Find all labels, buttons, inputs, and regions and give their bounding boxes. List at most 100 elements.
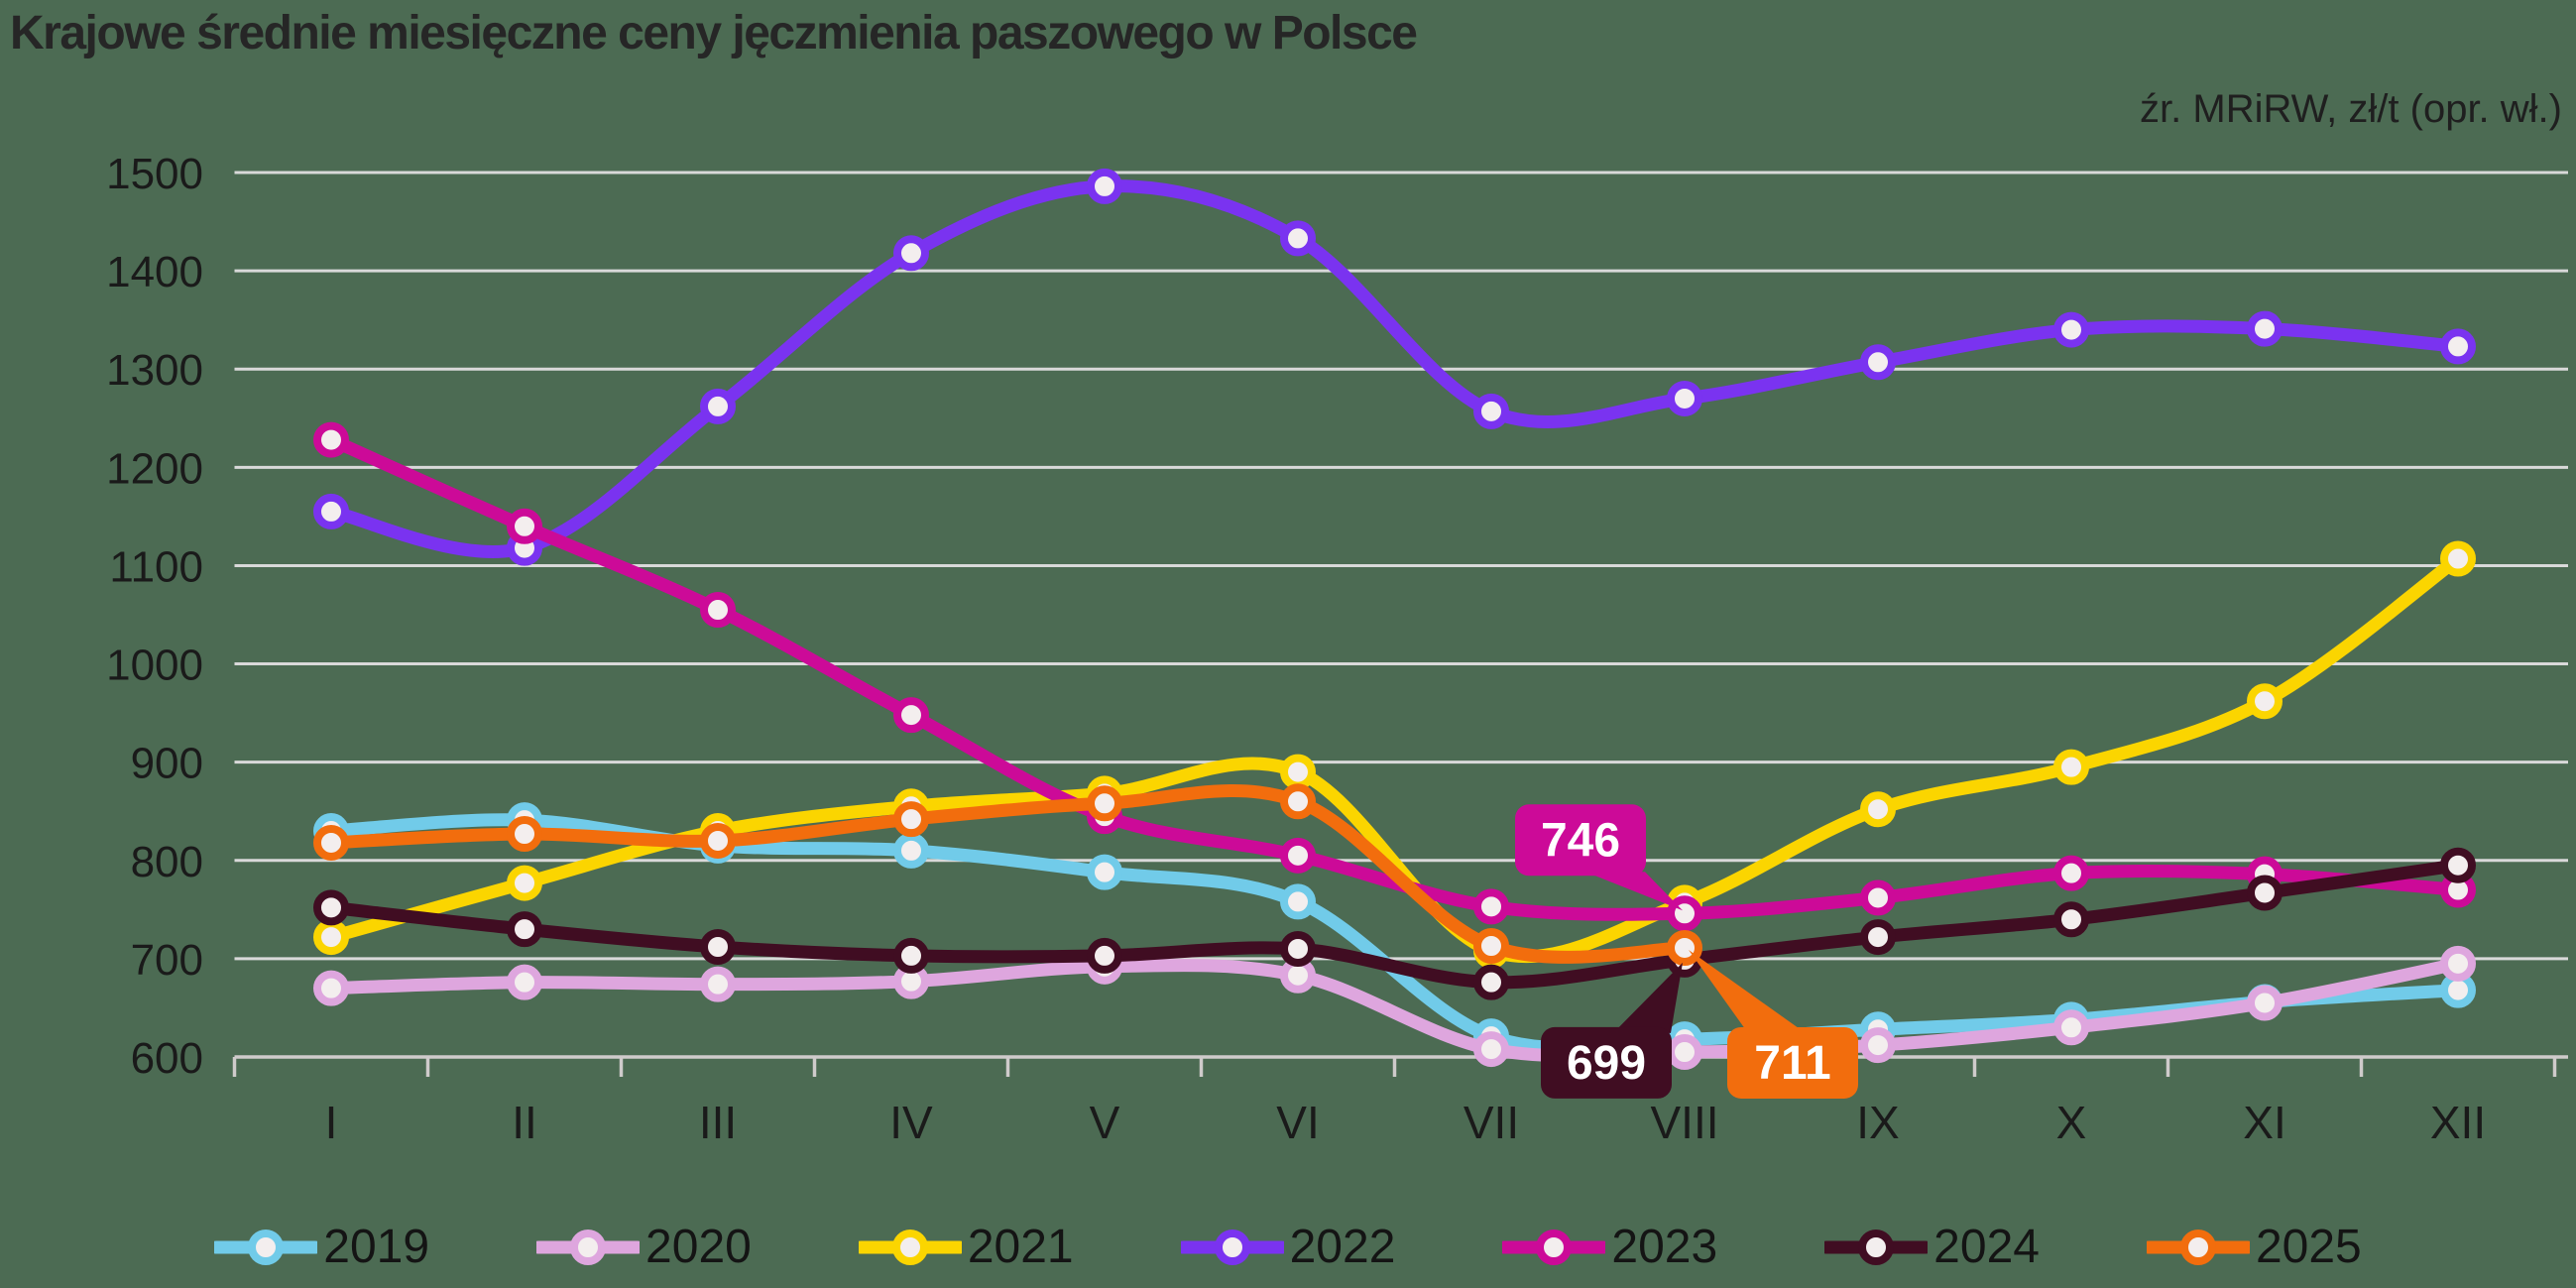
legend-marker [570, 1229, 607, 1265]
y-axis-label: 1200 [106, 444, 203, 493]
data-point-2025 [1280, 783, 1316, 820]
data-point-2020 [1860, 1027, 1896, 1064]
legend-item-2024: 2024 [1824, 1220, 2040, 1274]
data-point-2025 [700, 822, 736, 859]
data-point-2025 [1473, 928, 1509, 965]
data-point-2019 [893, 832, 929, 869]
data-point-2022 [313, 493, 349, 529]
legend-item-2023: 2023 [1502, 1220, 1717, 1274]
chart-title: Krajowe średnie miesięczne ceny jęczmien… [10, 7, 1418, 59]
legend-label: 2019 [323, 1221, 430, 1273]
callout-699: 699 [1541, 962, 1683, 1099]
callout-value: 699 [1567, 1037, 1646, 1090]
data-point-2023 [893, 697, 929, 734]
x-axis-label: XI [2243, 1097, 2285, 1148]
data-point-2024 [507, 911, 542, 948]
data-point-2023 [2053, 855, 2089, 891]
legend-item-2025: 2025 [2146, 1220, 2362, 1274]
series-line-2025 [324, 784, 1692, 964]
y-axis-label: 1000 [106, 642, 203, 690]
series-line-2021 [324, 552, 2465, 964]
legend-marker-icon [1824, 1229, 1929, 1265]
data-point-2022 [2053, 311, 2089, 348]
legend-label: 2022 [1289, 1221, 1396, 1273]
data-point-2025 [1087, 785, 1122, 822]
data-point-2023 [313, 421, 349, 458]
data-point-2022 [1667, 380, 1702, 416]
x-axis-label: I [325, 1097, 338, 1148]
legend-label: 2025 [2255, 1221, 2362, 1273]
legend-marker [1214, 1229, 1250, 1265]
data-point-2020 [2440, 945, 2476, 982]
data-point-2025 [313, 824, 349, 861]
data-point-2024 [1280, 930, 1316, 967]
legend-marker [248, 1229, 285, 1265]
data-point-2019 [1280, 883, 1316, 920]
legend-marker [1536, 1229, 1573, 1265]
data-point-2022 [1087, 168, 1122, 204]
data-point-2020 [2247, 985, 2283, 1021]
y-axis-label: 1100 [109, 542, 203, 591]
legend-marker-icon [1502, 1229, 1606, 1265]
legend-marker [1858, 1229, 1895, 1265]
y-axis-label: 900 [131, 740, 203, 788]
data-point-2024 [1087, 937, 1122, 974]
data-point-2022 [2440, 328, 2476, 365]
data-point-2023 [1860, 879, 1896, 916]
data-point-2023 [1473, 888, 1509, 925]
data-point-2020 [313, 970, 349, 1006]
data-point-2024 [1860, 919, 1896, 956]
data-point-2025 [1667, 929, 1702, 966]
x-axis-label: VIII [1650, 1097, 1718, 1148]
y-axis-label: 1300 [106, 346, 203, 395]
x-axis-label: X [2056, 1097, 2087, 1148]
data-point-2021 [2247, 683, 2283, 720]
callout-box [1541, 1026, 1672, 1099]
data-point-2022 [893, 235, 929, 272]
data-point-2023 [507, 508, 542, 544]
callout-746: 746 [1515, 804, 1683, 911]
callout-box [1515, 804, 1646, 877]
data-point-2025 [893, 801, 929, 838]
callout-box [1727, 1026, 1858, 1099]
data-point-2020 [2053, 1009, 2089, 1046]
legend-marker-icon [214, 1229, 318, 1265]
data-point-2020 [700, 966, 736, 1002]
data-point-2024 [2247, 875, 2283, 911]
callout-tail [1585, 872, 1683, 911]
series-line-2024 [324, 859, 2465, 990]
legend-marker-icon [1180, 1229, 1284, 1265]
x-axis-label: II [512, 1097, 537, 1148]
x-axis-label: IV [889, 1097, 933, 1148]
callout-value: 711 [1754, 1037, 1830, 1090]
data-point-2019 [1087, 854, 1122, 890]
legend-marker [891, 1229, 928, 1265]
legend-marker [2179, 1229, 2216, 1265]
data-point-2020 [1473, 1031, 1509, 1068]
data-point-2022 [700, 388, 736, 424]
y-axis-label: 700 [131, 936, 203, 985]
legend-item-2020: 2020 [536, 1220, 752, 1274]
legend: 2019 2020 2021 2022 2023 2024 2025 [0, 1220, 2576, 1274]
data-point-2021 [2053, 749, 2089, 785]
legend-label: 2021 [967, 1221, 1074, 1273]
data-point-2020 [507, 964, 542, 1000]
legend-label: 2023 [1611, 1221, 1718, 1273]
data-point-2024 [893, 937, 929, 974]
data-point-2022 [2247, 310, 2283, 347]
callout-value: 746 [1541, 814, 1620, 867]
y-axis-label: 1500 [106, 150, 203, 198]
data-point-2024 [700, 928, 736, 965]
x-axis-label: VI [1276, 1097, 1319, 1148]
data-point-2024 [1473, 964, 1509, 1000]
y-axis-label: 800 [131, 838, 203, 886]
legend-item-2021: 2021 [858, 1220, 1074, 1274]
y-axis-label: 600 [131, 1034, 203, 1083]
x-axis-label: VII [1464, 1097, 1519, 1148]
data-point-2024 [2440, 847, 2476, 883]
legend-item-2022: 2022 [1180, 1220, 1396, 1274]
data-point-2022 [1280, 220, 1316, 257]
data-point-2022 [1473, 393, 1509, 429]
data-point-2021 [2440, 540, 2476, 577]
